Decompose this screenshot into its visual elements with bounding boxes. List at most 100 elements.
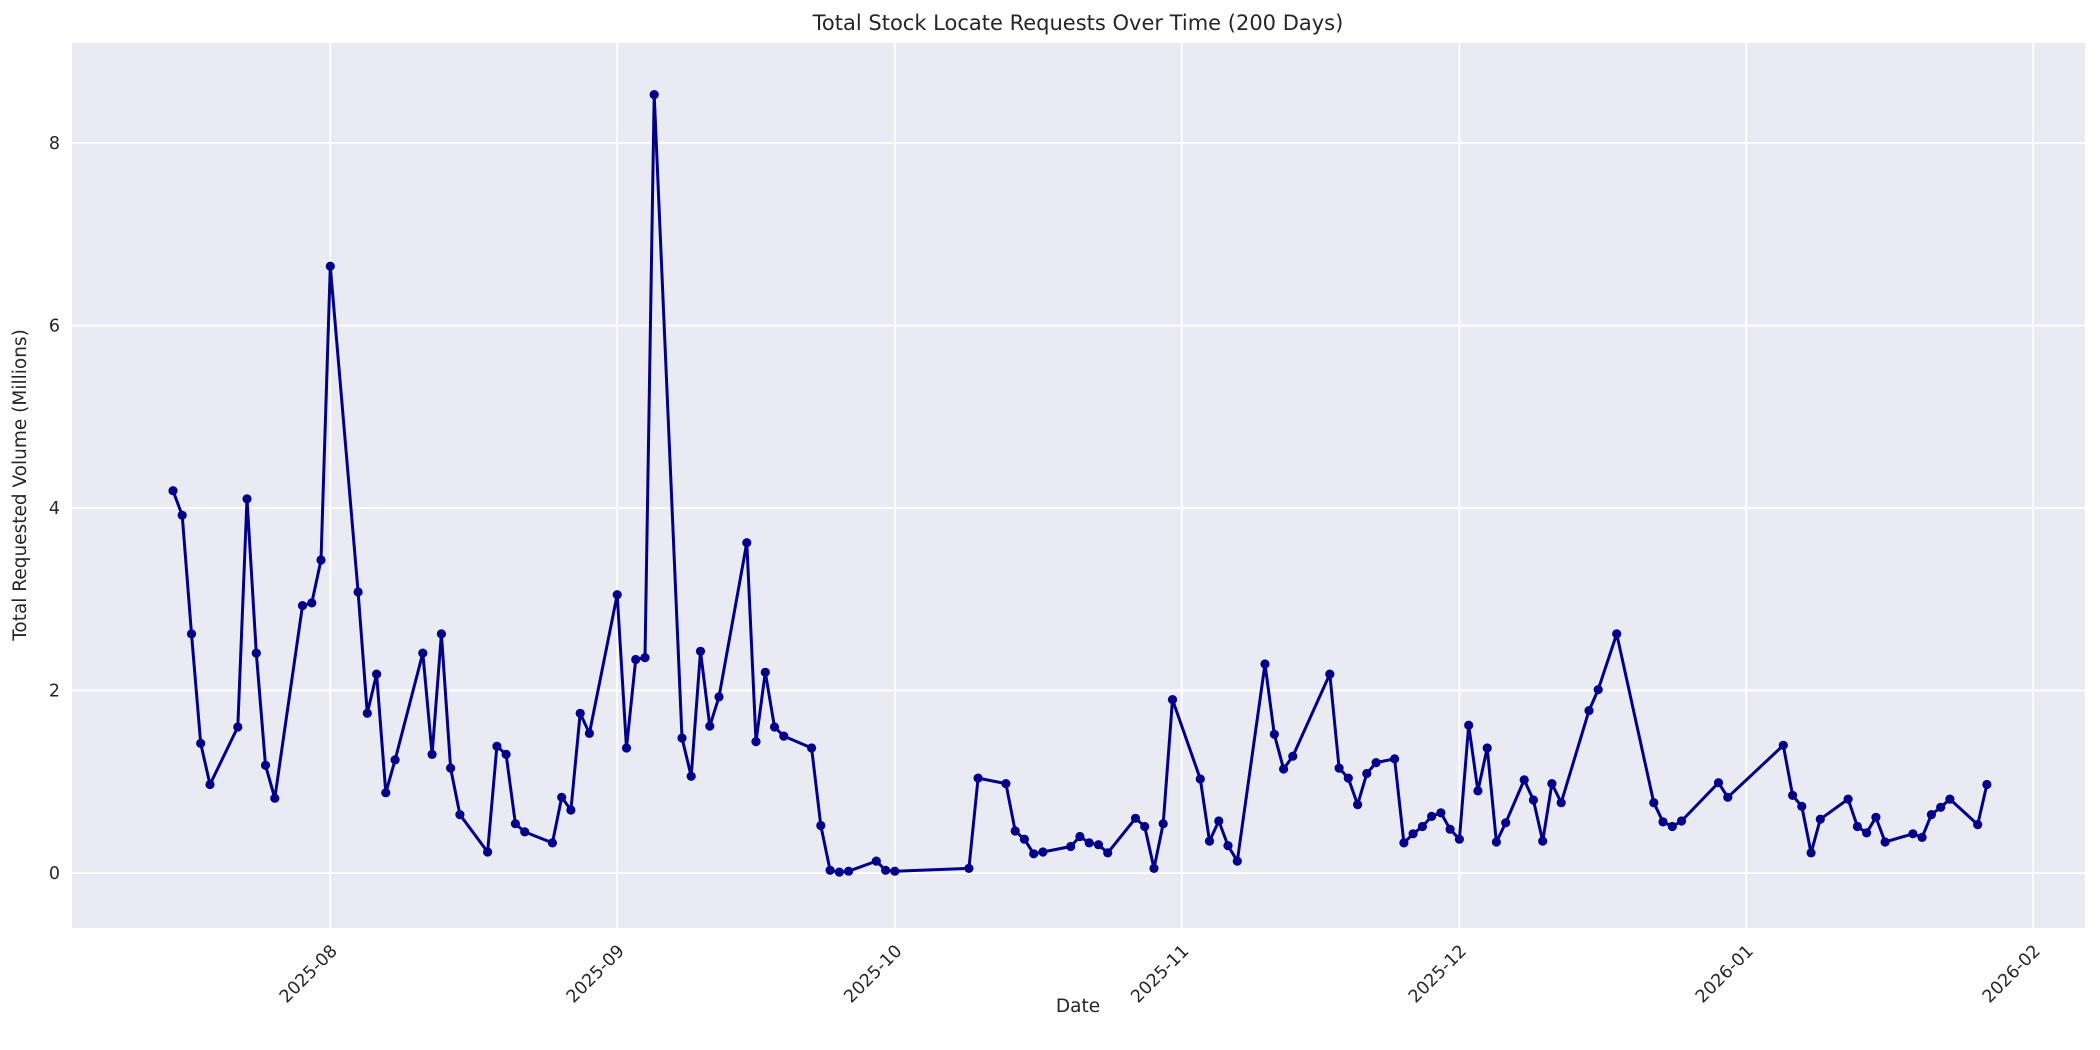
data-point [1288,751,1298,761]
data-point [1223,841,1233,851]
data-point [1815,814,1825,824]
data-point [1926,810,1936,820]
data-point [1445,824,1455,834]
data-point [260,760,271,770]
data-point [825,865,835,875]
data-point [427,749,437,760]
data-point [1279,764,1289,774]
data-point [353,587,363,597]
data-point [871,856,881,866]
data-point [649,90,659,100]
data-point [1269,729,1279,739]
x-tick-label: 2026-01 [1692,941,1758,1007]
data-point [1158,819,1168,829]
data-point [621,743,632,753]
data-point [1075,831,1085,842]
data-point [177,510,187,520]
data-point [520,827,530,837]
data-point [251,648,261,658]
data-point [1371,758,1381,768]
data-point [1482,743,1492,753]
data-point [196,738,206,749]
data-point [1130,813,1141,823]
data-point [1214,816,1224,826]
data-point [1362,768,1372,779]
data-point [760,667,770,677]
data-point [297,601,308,611]
data-point [779,731,789,741]
data-point [1167,695,1178,705]
data-point [1667,821,1677,832]
x-axis-label: Date [1056,996,1100,1017]
data-point [1880,837,1890,847]
data-point [501,749,511,760]
data-point [640,653,650,663]
data-point [1843,794,1853,804]
plot-area [72,43,2085,928]
data-point [1454,834,1464,844]
data-point [510,819,520,829]
y-axis-tick-labels: 0 2 4 6 8 [49,134,60,884]
data-point [881,865,891,875]
y-tick-label: 6 [49,317,60,337]
data-point [1149,863,1159,874]
data-point [483,847,493,857]
data-point [1612,629,1622,639]
data-point [372,669,382,679]
data-point [1001,779,1011,789]
data-point [1917,832,1927,843]
data-point [1390,754,1400,764]
data-point [584,728,595,739]
data-point [751,737,761,747]
data-point [695,646,706,656]
x-gridlines [329,43,2035,928]
data-point [973,773,983,783]
data-point [1038,847,1048,857]
data-point [1334,763,1344,773]
data-point [1936,802,1946,812]
data-point [1982,779,1992,790]
data-point [1019,834,1029,844]
data-point [686,771,696,781]
data-point [1436,808,1446,818]
data-point [1029,849,1039,859]
data-point [316,555,326,565]
data-point [418,648,428,658]
data-point [1464,720,1474,730]
x-axis-tick-labels: 2025-08 2025-09 2025-10 2025-11 2025-12 2026-… [276,941,2045,1007]
data-point [1343,773,1353,783]
data-point [1778,740,1788,750]
data-point [186,629,197,639]
data-point [1353,800,1363,810]
data-point [705,721,715,731]
data-point [1084,838,1094,848]
y-axis-label: Total Requested Volume (Millions) [10,329,31,642]
y-tick-label: 4 [49,499,60,519]
data-point [890,866,900,876]
data-point [816,820,826,831]
x-tick-label: 2025-10 [841,941,907,1007]
data-point-markers [168,90,1992,877]
data-point [1649,798,1659,808]
data-point [547,838,558,848]
data-point [1427,811,1437,822]
data-point [1713,778,1724,788]
data-point [1408,829,1418,839]
data-point [436,629,446,639]
data-point [742,538,752,548]
data-point [325,261,335,271]
data-point [1871,812,1881,822]
data-point [1556,798,1566,808]
y-tick-label: 2 [49,682,60,702]
x-tick-label: 2025-08 [276,941,342,1007]
data-point [1584,706,1594,716]
data-point [381,788,391,798]
data-point [1473,786,1483,796]
data-point [168,486,178,496]
data-point [1908,829,1918,839]
data-point [233,722,243,732]
data-point [1204,836,1215,846]
data-point [1862,828,1872,838]
data-point [1973,820,1983,830]
